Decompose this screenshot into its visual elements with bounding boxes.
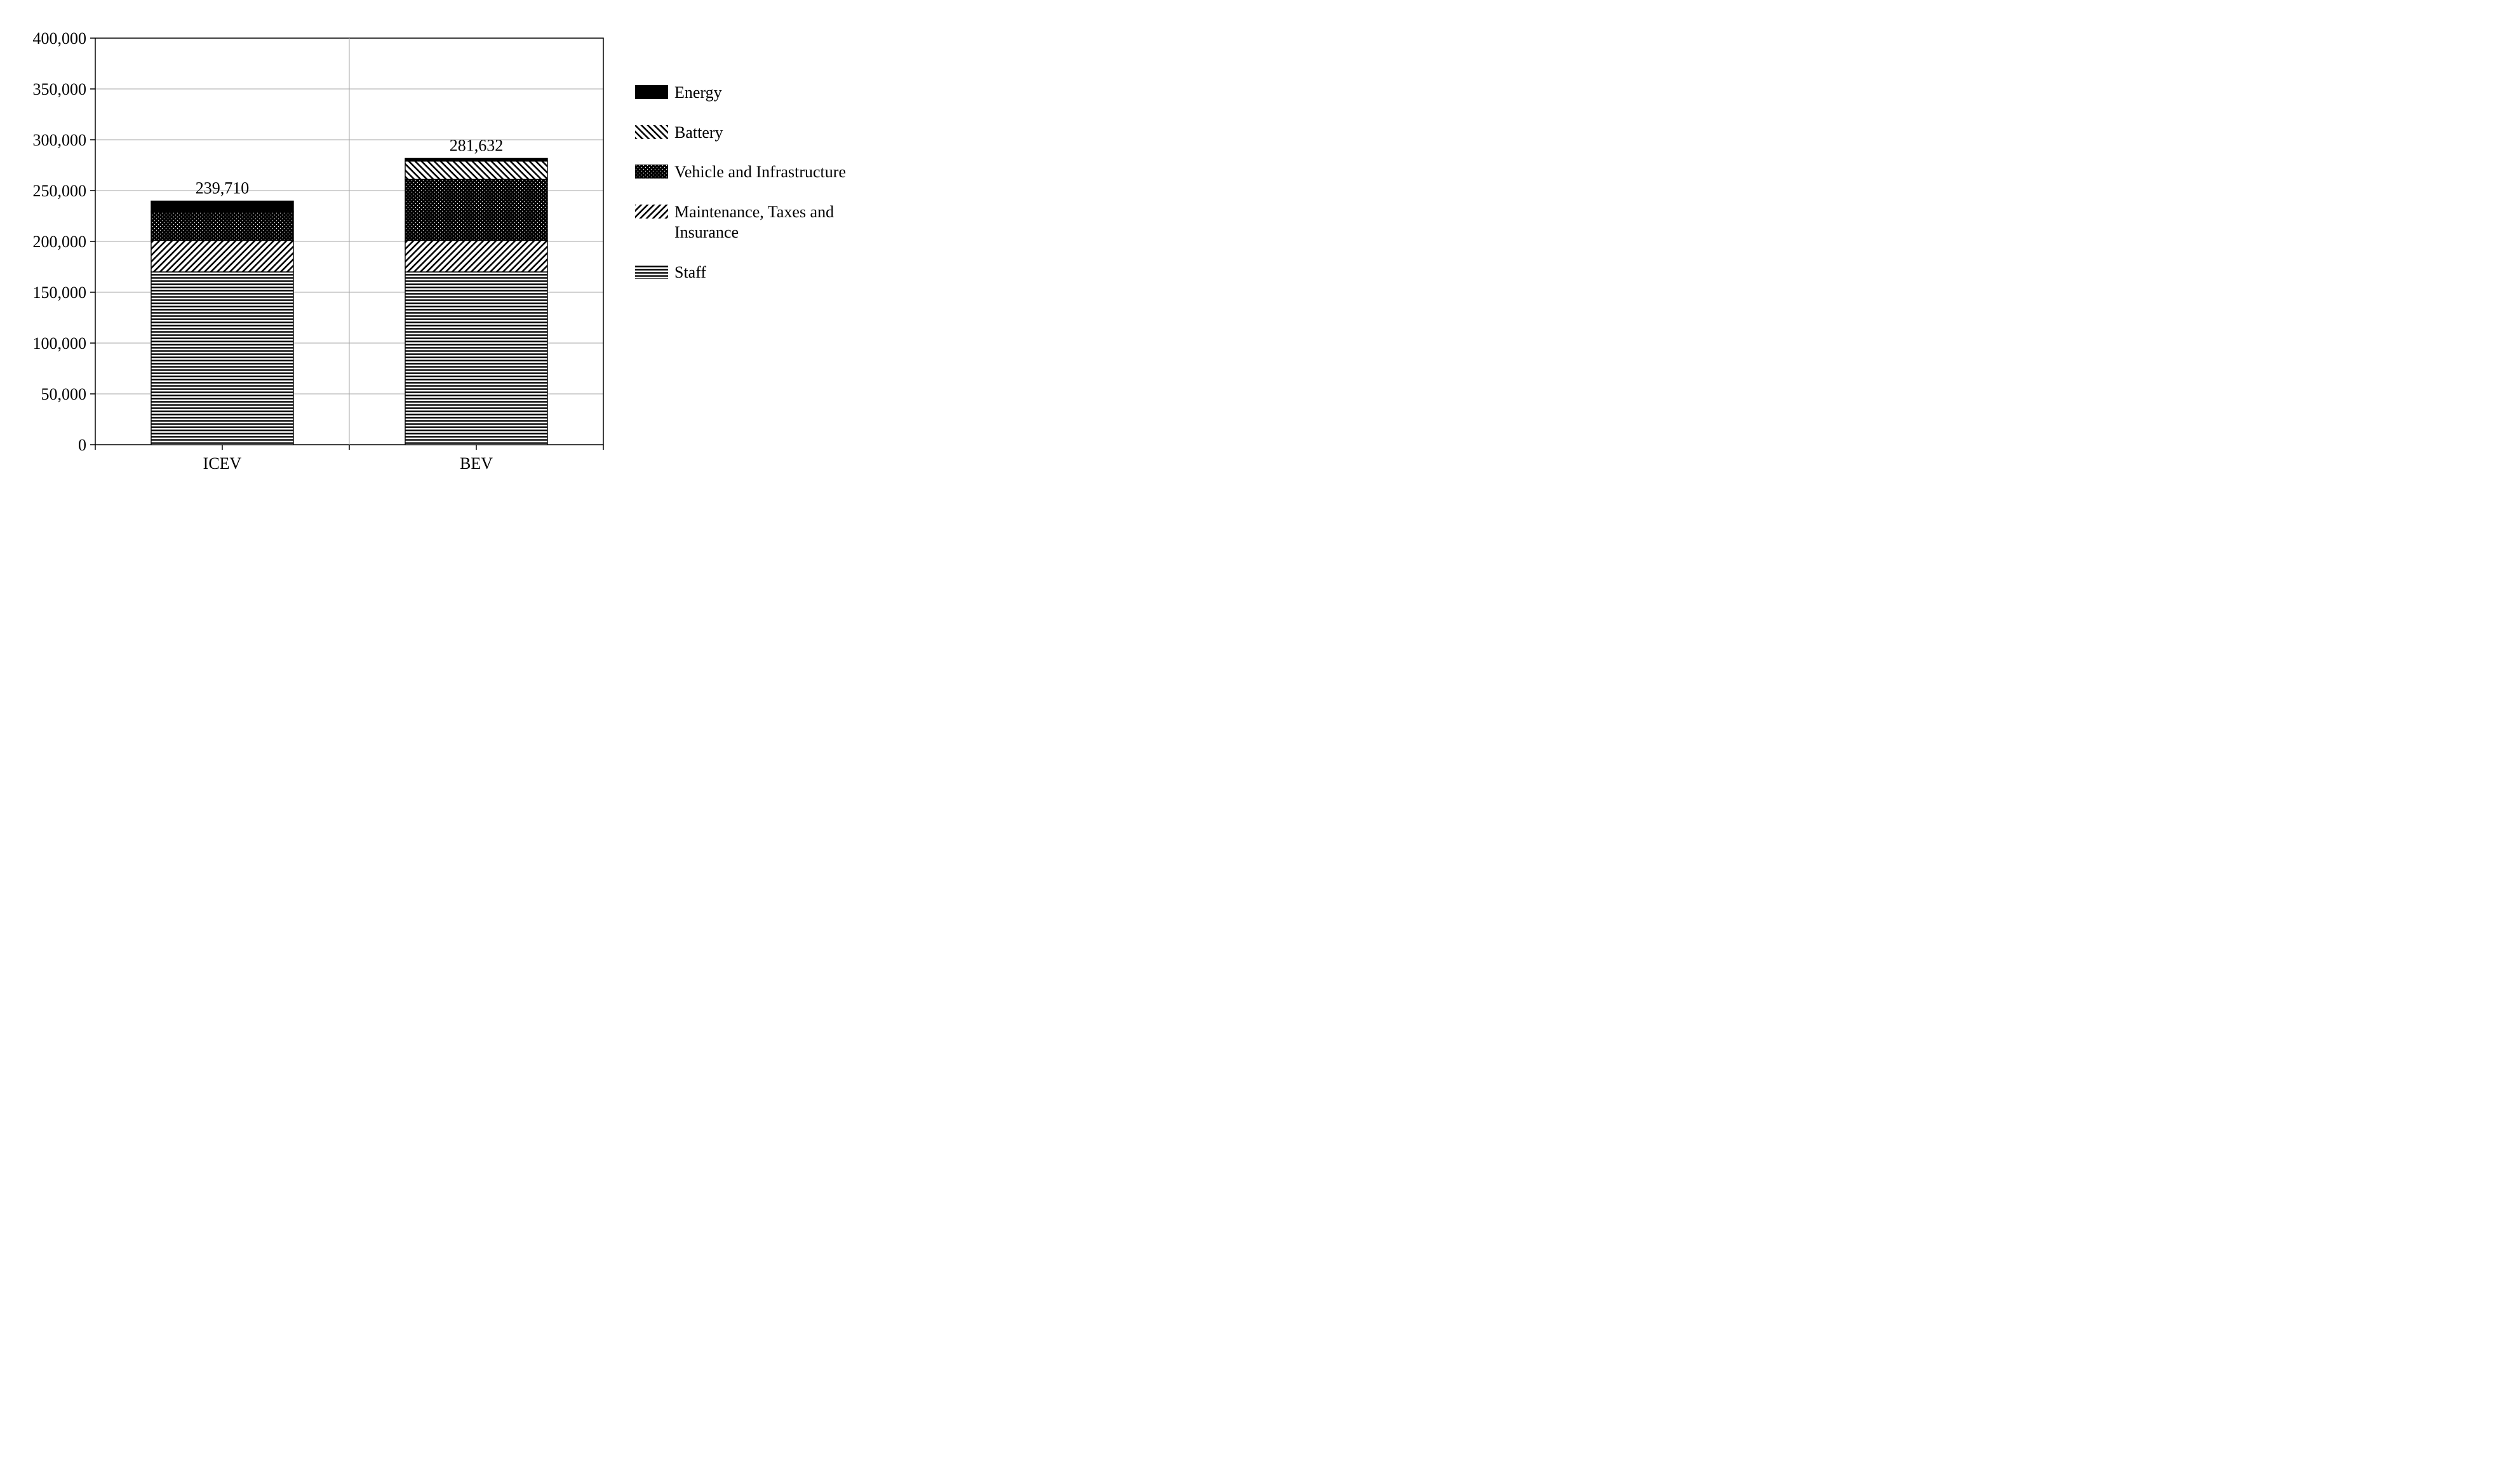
bar-segment-ICEV-vehicle	[151, 212, 293, 241]
y-tick-label: 300,000	[33, 131, 87, 149]
legend-item-vehicle: Vehicle and Infrastructure	[635, 162, 884, 183]
legend-item-staff: Staff	[635, 262, 884, 283]
y-tick-label: 350,000	[33, 80, 87, 98]
legend-item-maintenance: Maintenance, Taxes and Insurance	[635, 202, 884, 243]
bar-segment-BEV-maintenance	[405, 240, 547, 272]
bar-segment-ICEV-staff	[151, 272, 293, 445]
bar-segment-BEV-staff	[405, 272, 547, 445]
legend-swatch-energy	[635, 85, 668, 99]
legend-label: Vehicle and Infrastructure	[674, 162, 846, 183]
y-tick-label: 250,000	[33, 182, 87, 200]
bar-segment-ICEV-energy	[151, 201, 293, 212]
chart-container: Daily Fleet Cost [€] 050,000100,000150,0…	[0, 0, 2520, 508]
legend-label: Maintenance, Taxes and Insurance	[674, 202, 884, 243]
stacked-bar-chart: 0 50,000 100,000 150,000 200,000 250,000 300,0…	[13, 25, 610, 483]
bar-segment-BEV-vehicle	[405, 179, 547, 240]
legend-swatch-staff	[635, 265, 668, 279]
y-tick-label: 100,000	[33, 334, 87, 353]
x-category-label: ICEV	[203, 454, 242, 473]
legend-item-battery: Battery	[635, 123, 884, 144]
y-tick-label: 50,000	[41, 385, 87, 403]
bar-total-label: 239,710	[196, 179, 250, 197]
legend-label: Battery	[674, 123, 723, 144]
legend-swatch-vehicle	[635, 165, 668, 179]
bar-segment-BEV-energy	[405, 158, 547, 161]
chart-plot-area: Daily Fleet Cost [€] 050,000100,000150,0…	[13, 25, 610, 483]
y-tick-label: 400,000	[33, 29, 87, 48]
bar-segment-BEV-battery	[405, 161, 547, 180]
bar-total-label: 281,632	[450, 136, 504, 154]
y-tick-label: 0	[78, 436, 86, 454]
legend-label: Energy	[674, 83, 722, 104]
y-tick-label: 200,000	[33, 233, 87, 251]
legend: Energy Battery Vehicle and Infrastructure M…	[635, 83, 884, 302]
bar-segment-ICEV-maintenance	[151, 240, 293, 272]
y-tick-label: 150,000	[33, 283, 87, 302]
legend-swatch-battery	[635, 125, 668, 139]
legend-item-energy: Energy	[635, 83, 884, 104]
x-category-label: BEV	[460, 454, 493, 473]
legend-label: Staff	[674, 262, 706, 283]
legend-swatch-maintenance	[635, 205, 668, 219]
